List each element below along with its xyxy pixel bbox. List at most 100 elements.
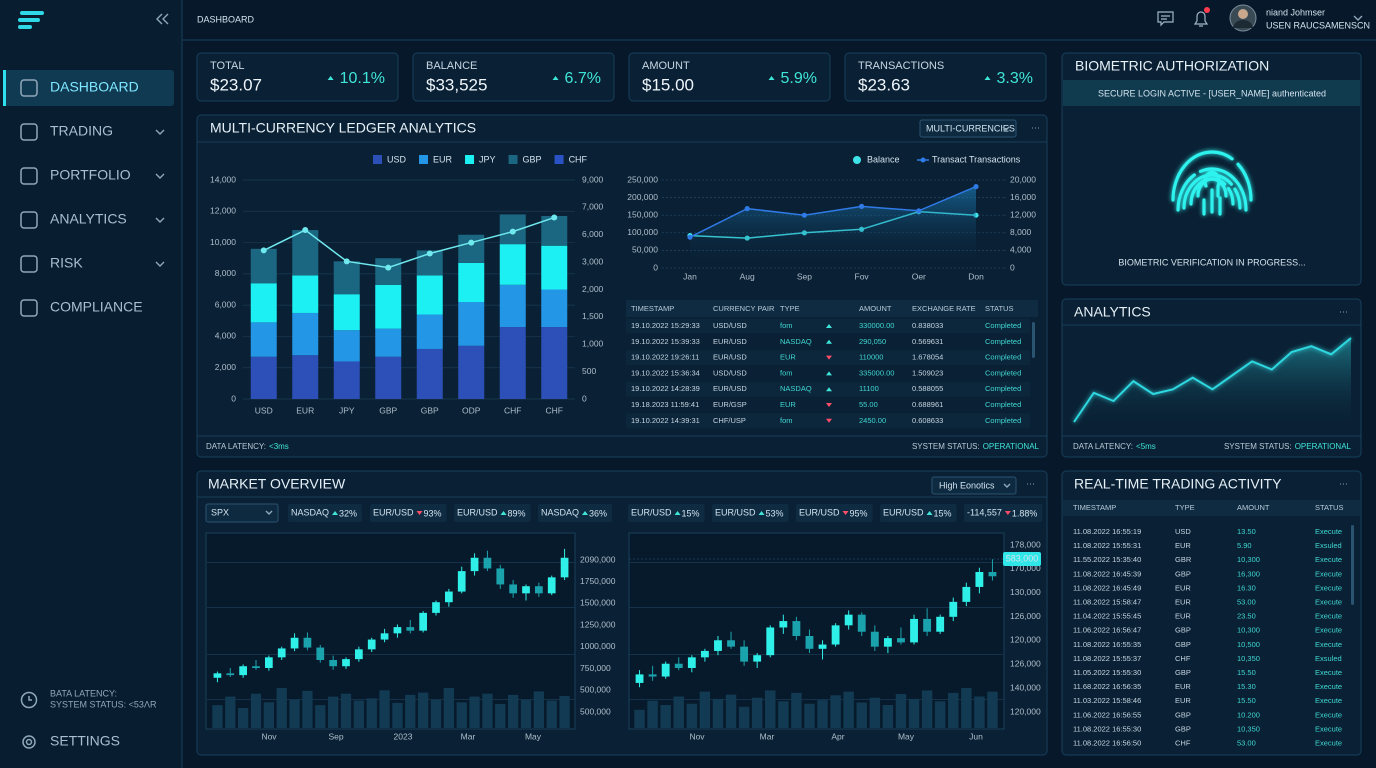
candle-body bbox=[962, 586, 971, 602]
nav-item[interactable]: TRADING bbox=[50, 123, 113, 139]
bar-segment bbox=[375, 258, 402, 285]
table-cell: NASDAQ bbox=[780, 337, 812, 346]
bar-segment bbox=[458, 345, 485, 399]
bar-segment bbox=[499, 284, 526, 328]
candle-body bbox=[635, 674, 644, 683]
nav-item[interactable]: ANALYTICS bbox=[50, 211, 127, 227]
notification-dot bbox=[1204, 7, 1210, 13]
sidebar bbox=[0, 0, 182, 768]
volume-bar bbox=[225, 696, 236, 728]
kpi-label: TOTAL bbox=[210, 60, 244, 72]
trend-line bbox=[263, 216, 555, 269]
nav-chevron[interactable] bbox=[155, 217, 165, 223]
ticker-chip bbox=[288, 504, 363, 522]
nav-item[interactable]: PORTFOLIO bbox=[50, 167, 131, 183]
table-cell: CHF/USP bbox=[713, 416, 746, 425]
table-cell: 19.18.2023 11:59:41 bbox=[631, 400, 699, 409]
volume-bar bbox=[765, 690, 776, 728]
clock-hand bbox=[28, 696, 32, 701]
ticker-name[interactable]: EUR/USD bbox=[631, 507, 672, 517]
volume-bar bbox=[379, 690, 390, 728]
nav-item[interactable]: RISK bbox=[50, 255, 83, 271]
ticker-chip bbox=[628, 504, 705, 522]
candle-body bbox=[496, 568, 505, 585]
panel-title: MULTI-CURRENCY LEDGER ANALYTICS bbox=[210, 120, 476, 136]
ticker-name[interactable]: -114,557 bbox=[967, 507, 1002, 517]
footer-value: <3ms bbox=[269, 442, 289, 451]
table-cell: 335000.00 bbox=[859, 368, 894, 377]
volume-bar bbox=[921, 690, 933, 728]
bar-segment bbox=[541, 327, 568, 399]
x-tick-label: GBP bbox=[379, 405, 397, 415]
kpi-arrow bbox=[327, 76, 334, 80]
nav-item[interactable]: COMPLIANCE bbox=[50, 299, 143, 315]
user-menu[interactable] bbox=[1353, 15, 1363, 21]
ticker-name[interactable]: EUR/USD bbox=[799, 507, 840, 517]
bar-segment bbox=[333, 330, 360, 362]
direction-arrow bbox=[826, 324, 832, 328]
ticker-name[interactable]: EUR/USD bbox=[457, 507, 498, 517]
ticker-name[interactable]: NASDAQ bbox=[291, 507, 329, 517]
x-tick-label: Don bbox=[968, 271, 984, 281]
collapse-button[interactable] bbox=[156, 13, 169, 25]
table-cell: Completed bbox=[985, 321, 1021, 330]
nav-chevron[interactable] bbox=[155, 129, 165, 135]
y-tick-label: 4,000 bbox=[215, 331, 237, 341]
ticker-name[interactable]: EUR/USD bbox=[883, 507, 924, 517]
panel-title: BIOMETRIC AUTHORIZATION bbox=[1075, 58, 1269, 74]
nav-chevron[interactable] bbox=[155, 261, 165, 267]
ticker-arrow bbox=[758, 511, 765, 515]
volume-bar bbox=[634, 709, 645, 728]
market-dropdown[interactable] bbox=[931, 476, 1017, 495]
kpi-arrow bbox=[552, 76, 559, 80]
table-cell: 10,500 bbox=[1237, 640, 1260, 649]
legend-label: Transact Transactions bbox=[932, 154, 1021, 164]
settings-icon[interactable] bbox=[22, 735, 36, 749]
volume-bar bbox=[508, 694, 519, 728]
x-tick-label: Fov bbox=[855, 271, 870, 281]
candle-body bbox=[792, 621, 801, 636]
footer-value: OPERATIONAL bbox=[983, 442, 1040, 451]
table-cell: 16,300 bbox=[1237, 569, 1260, 578]
trend-point bbox=[385, 264, 392, 271]
currency-dropdown[interactable] bbox=[919, 119, 1017, 138]
ticker-name[interactable]: NASDAQ bbox=[541, 507, 579, 517]
more-button[interactable]: ⋯ bbox=[1339, 306, 1348, 316]
x-tick-label: Oer bbox=[912, 271, 926, 281]
more-button[interactable]: ⋯ bbox=[1339, 478, 1348, 488]
candle-body bbox=[419, 612, 427, 631]
volume-bar bbox=[340, 693, 352, 728]
table-cell: 11.04.2022 15:55:45 bbox=[1073, 612, 1141, 621]
candle-body bbox=[213, 673, 222, 678]
settings-link[interactable]: SETTINGS bbox=[50, 733, 120, 749]
y-tick-label: 8,000 bbox=[215, 268, 237, 278]
nav-chevron[interactable] bbox=[155, 173, 165, 179]
more-button[interactable]: ⋯ bbox=[1026, 478, 1035, 488]
legend-dot bbox=[853, 156, 861, 164]
verification-status: BIOMETRIC VERIFICATION IN PROGRESS... bbox=[1118, 257, 1305, 267]
logo[interactable] bbox=[18, 11, 44, 29]
notifications-icon[interactable] bbox=[1193, 11, 1209, 27]
table-cell: 11.03.2022 15:58:46 bbox=[1073, 696, 1141, 705]
table-cell: Completed bbox=[985, 353, 1021, 362]
ticker-name[interactable]: EUR/USD bbox=[715, 507, 756, 517]
table-cell: Execute bbox=[1315, 738, 1342, 747]
volume-bar bbox=[366, 698, 377, 728]
y-tick-label: 500,000 bbox=[580, 706, 611, 716]
nav-item[interactable]: DASHBOARD bbox=[50, 79, 139, 95]
kpi-card bbox=[412, 52, 615, 102]
table-cell: Completed bbox=[985, 416, 1021, 425]
legend-label: Balance bbox=[867, 154, 900, 164]
ticker-name[interactable]: EUR/USD bbox=[373, 507, 414, 517]
clock-icon bbox=[20, 691, 38, 709]
symbol-select[interactable] bbox=[205, 503, 279, 523]
table-header: EXCHANGE RATE bbox=[912, 304, 976, 313]
bar-segment bbox=[292, 312, 319, 356]
candle-body bbox=[470, 557, 479, 572]
table-cell: Exsuled bbox=[1315, 654, 1342, 663]
more-button[interactable]: ⋯ bbox=[1031, 122, 1040, 132]
messages-icon[interactable] bbox=[1157, 11, 1174, 27]
table-cell: 11.08.2022 15:55:37 bbox=[1073, 654, 1141, 663]
table-cell: GBP bbox=[1175, 640, 1191, 649]
